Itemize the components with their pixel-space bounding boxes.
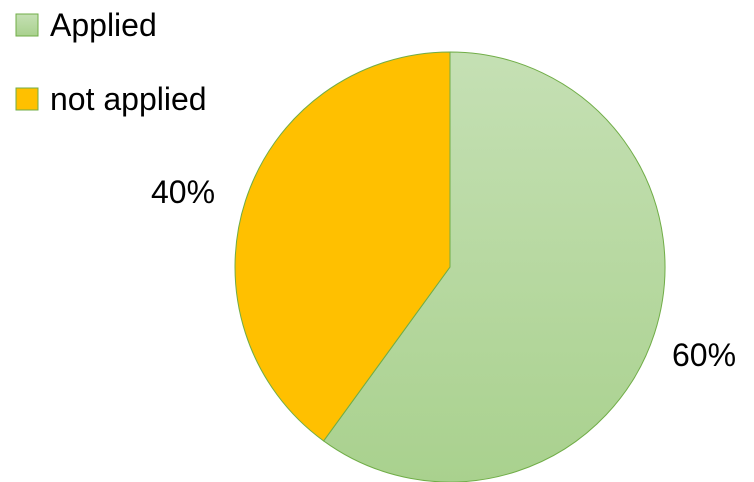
legend-swatch-not-applied — [15, 87, 39, 111]
pie-slice-not-applied — [234, 51, 451, 442]
data-label-applied: 60% — [672, 337, 736, 373]
pie-slices — [234, 51, 666, 482]
legend-item-not-applied: not applied — [15, 81, 207, 117]
legend-swatch-applied — [15, 13, 39, 37]
legend-label-not-applied: not applied — [50, 81, 207, 117]
legend-item-applied: Applied — [15, 7, 157, 43]
data-label-not-applied: 40% — [151, 174, 215, 210]
pie-slice-applied — [322, 51, 666, 482]
legend: Applied not applied — [15, 7, 207, 117]
legend-label-applied: Applied — [50, 7, 157, 43]
